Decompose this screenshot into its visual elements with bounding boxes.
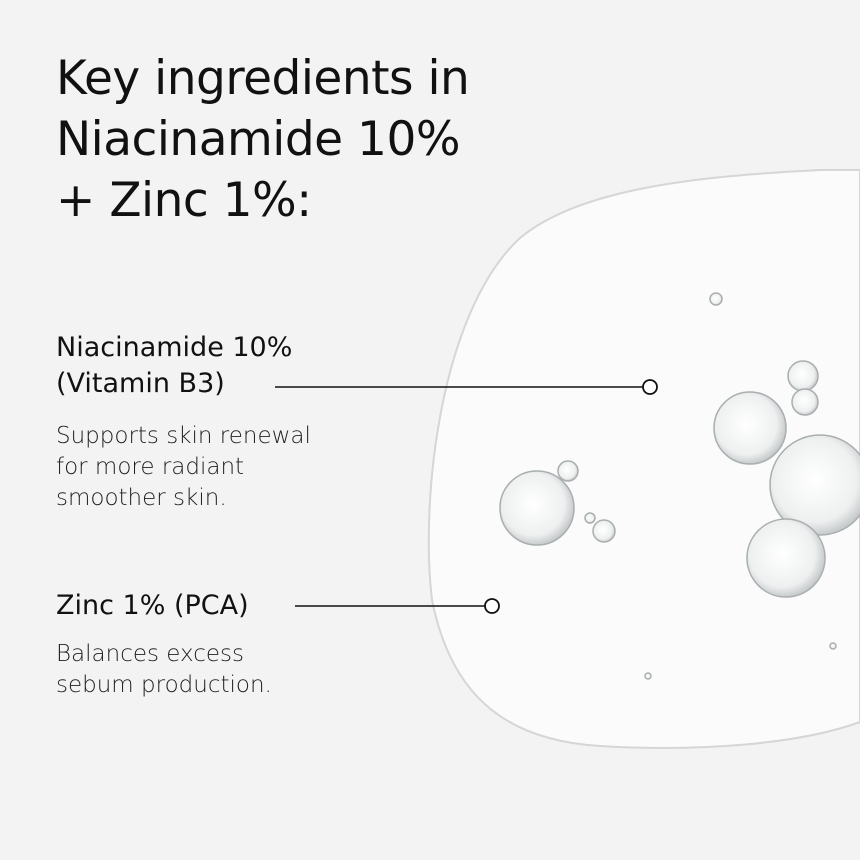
description-line: Balances excess [56,641,245,667]
bubbles [499,292,860,680]
description-line: Supports skin renewal [56,423,311,449]
title-line: Niacinamide 10% [56,112,461,167]
callout-line-zinc [295,598,500,614]
ingredient-description-niacinamide: Supports skin renewal for more radiant s… [56,421,311,514]
page-title: Key ingredients in Niacinamide 10% + Zin… [56,48,470,231]
ingredient-description-zinc: Balances excess sebum production. [56,639,272,701]
ingredient-name-niacinamide: Niacinamide 10% (Vitamin B3) [56,330,292,402]
title-line: + Zinc 1%: [56,173,312,228]
description-line: sebum production. [56,672,272,698]
callout-line-niacinamide [275,379,658,395]
ingredient-name-line: (Vitamin B3) [56,368,225,399]
description-line: for more radiant [56,454,245,480]
title-line: Key ingredients in [56,51,470,106]
ingredient-name-line: Niacinamide 10% [56,332,293,363]
ingredient-name-line: Zinc 1% (PCA) [56,590,249,621]
ingredient-name-zinc: Zinc 1% (PCA) [56,588,249,624]
description-line: smoother skin. [56,485,227,511]
serum-drop [427,169,860,749]
